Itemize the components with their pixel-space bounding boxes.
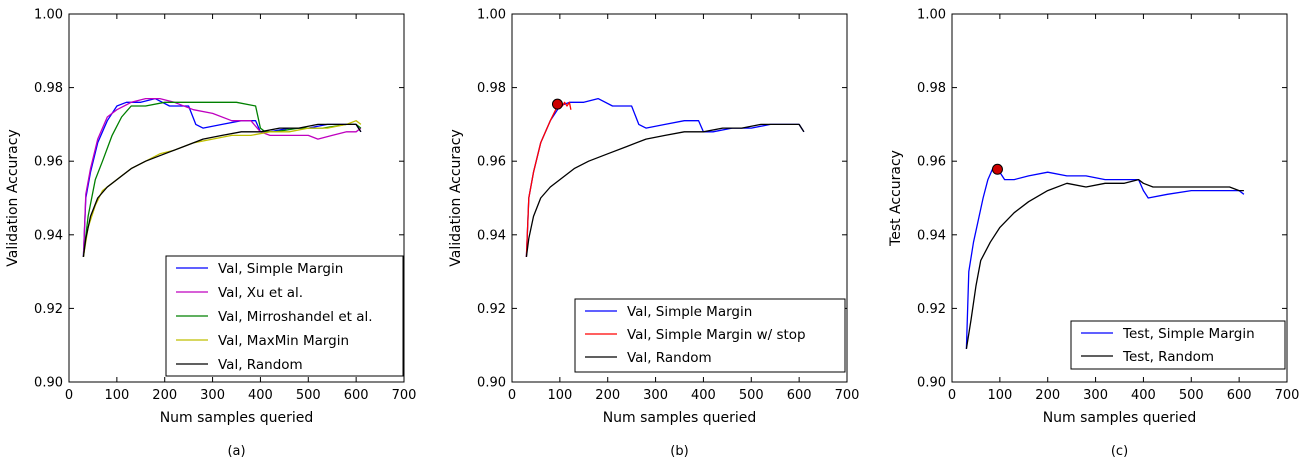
x-tick-label: 200 [1035,388,1060,403]
x-tick-label: 700 [835,388,860,403]
x-tick-label: 100 [104,388,129,403]
x-tick-label: 100 [987,388,1012,403]
y-tick-label: 0.90 [917,376,946,391]
y-tick-label: 0.94 [917,228,946,243]
x-tick-label: 0 [508,388,516,403]
panel-label: (b) [670,444,688,459]
y-tick-label: 0.90 [477,376,506,391]
legend-label: Val, Simple Margin w/ stop [627,327,806,343]
x-tick-label: 200 [595,388,620,403]
series-line-1 [83,99,361,257]
series-line-5 [83,124,361,257]
legend-label: Val, Simple Margin [218,261,343,277]
x-tick-label: 600 [787,388,812,403]
y-tick-label: 1.00 [34,8,63,23]
legend-label: Val, Xu et al. [218,285,303,301]
y-tick-label: 0.90 [34,376,63,391]
x-tick-label: 0 [948,388,956,403]
y-tick-label: 1.00 [477,8,506,23]
panel-label: (c) [1111,444,1128,459]
x-tick-label: 300 [643,388,668,403]
x-tick-label: 600 [344,388,369,403]
x-tick-label: 400 [1131,388,1156,403]
x-tick-label: 600 [1227,388,1252,403]
x-tick-label: 0 [65,388,73,403]
x-tick-label: 700 [1275,388,1300,403]
x-tick-label: 400 [248,388,273,403]
y-tick-label: 0.94 [34,228,63,243]
x-tick-label: 700 [392,388,417,403]
x-tick-label: 300 [1083,388,1108,403]
series-line-1 [526,99,804,257]
x-axis-label: Num samples queried [1043,410,1197,426]
legend-label: Test, Simple Margin [1122,326,1255,342]
y-tick-label: 0.98 [477,81,506,96]
y-tick-label: 0.98 [917,81,946,96]
x-tick-label: 500 [739,388,764,403]
y-axis-label: Test Accuracy [888,150,904,247]
legend-label: Val, Random [627,350,712,366]
y-tick-label: 0.96 [917,155,946,170]
series-line-4 [83,121,361,257]
y-tick-label: 0.94 [477,228,506,243]
y-tick-label: 0.96 [477,155,506,170]
series-line-3 [526,124,804,257]
legend-label: Val, Mirroshandel et al. [218,309,373,325]
y-tick-label: 1.00 [917,8,946,23]
legend-label: Test, Random [1122,349,1214,365]
x-tick-label: 500 [296,388,321,403]
y-tick-label: 0.92 [917,302,946,317]
legend-label: Val, MaxMin Margin [218,333,349,349]
legend-label: Val, Random [218,357,303,373]
y-tick-label: 0.92 [477,302,506,317]
chart-panel-2: 0 100 200 300 400 500 600 700 0.90 0.92 0.94 0.96 0.… [448,8,859,460]
x-tick-label: 200 [152,388,177,403]
x-axis-label: Num samples queried [160,410,314,426]
series-line-2 [83,99,361,257]
stop-marker [992,164,1002,174]
x-tick-label: 100 [547,388,572,403]
x-tick-label: 400 [691,388,716,403]
chart-panel-1: 0 100 200 300 400 500 600 700 0.90 0.92 0.94 0.96 0.… [5,8,416,460]
stop-marker [552,99,562,109]
y-tick-label: 0.96 [34,155,63,170]
panel-label: (a) [227,444,245,459]
x-tick-label: 500 [1179,388,1204,403]
series-line-2 [526,102,571,257]
x-axis-label: Num samples queried [603,410,757,426]
legend-label: Val, Simple Margin [627,304,752,320]
y-tick-label: 0.92 [34,302,63,317]
y-axis-label: Validation Accuracy [5,129,21,267]
x-tick-label: 300 [200,388,225,403]
chart-panel-3: 0 100 200 300 400 500 600 700 0.90 0.92 0.94 0.96 0.… [888,8,1299,460]
y-axis-label: Validation Accuracy [448,129,464,267]
y-tick-label: 0.98 [34,81,63,96]
